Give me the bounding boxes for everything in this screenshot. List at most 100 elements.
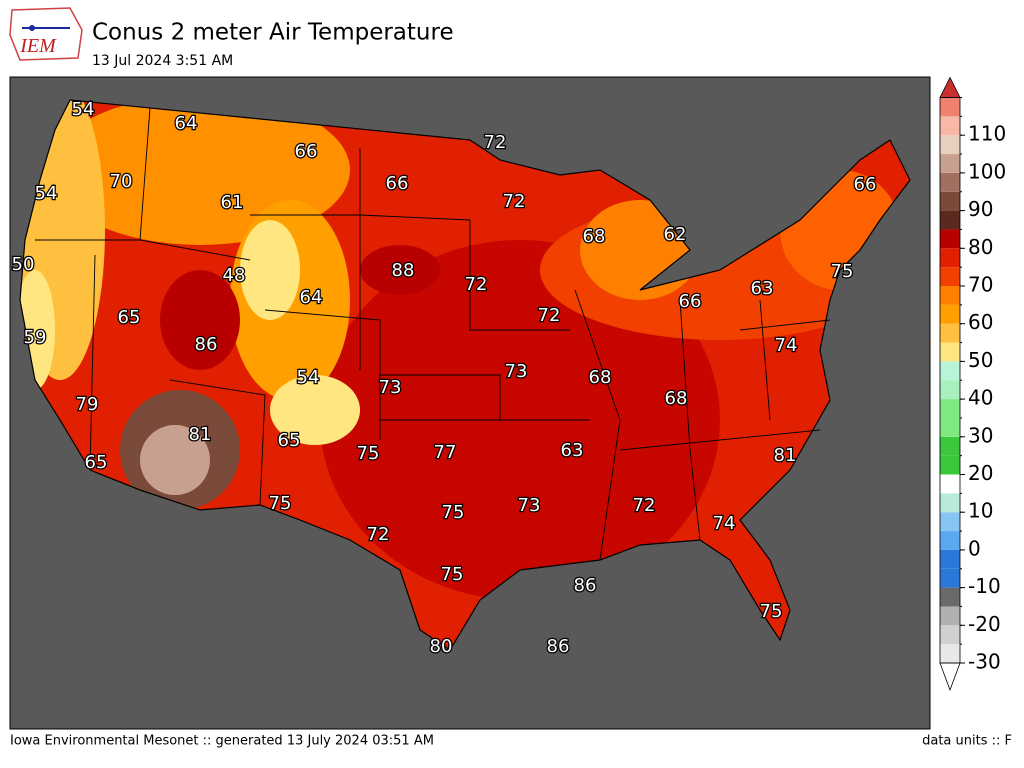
station-value: 73: [505, 361, 528, 382]
colorbar-band: [940, 248, 960, 268]
station-value: 63: [751, 278, 774, 299]
colorbar-tick-label: -30: [968, 650, 1001, 674]
station-value: 54: [72, 99, 95, 120]
station-value: 75: [831, 261, 854, 282]
station-value: 74: [775, 335, 798, 356]
station-value: 72: [484, 132, 507, 153]
colorbar-band: [940, 323, 960, 343]
station-value: 75: [442, 502, 465, 523]
station-value: 81: [774, 445, 797, 466]
station-value: 79: [76, 394, 99, 415]
station-value: 68: [583, 226, 606, 247]
colorbar-tick-label: 80: [968, 235, 993, 259]
logo: IEM: [9, 7, 83, 61]
station-labels: 54 64 72 66 66 70 54 61 72 68 62 66 50 88 48 64 72 75 63 66…: [10, 98, 877, 659]
colorbar-band: [940, 116, 960, 136]
colorbar-band: [940, 512, 960, 532]
colorbar-band: [940, 135, 960, 155]
station-value: 66: [679, 291, 702, 312]
colorbar-band: [940, 549, 960, 569]
colorbar-band: [940, 606, 960, 626]
station-value: 65: [278, 430, 301, 451]
station-value: 64: [175, 113, 198, 134]
colorbar-tick-label: 100: [968, 159, 1006, 183]
station-value: 48: [223, 265, 246, 286]
colorbar-band: [940, 361, 960, 381]
colorbar-band: [940, 399, 960, 418]
station-value: 66: [295, 141, 318, 162]
station-value: 68: [589, 367, 612, 388]
colorbar-tick-label: -10: [968, 574, 1001, 598]
colorbar-tick-label: 10: [968, 499, 993, 523]
country-outline: [19, 99, 911, 651]
subtitle: 13 Jul 2024 3:51 AM: [92, 53, 233, 69]
station-value: 80: [430, 636, 453, 657]
station-value: 72: [367, 524, 390, 545]
colorbar-tick-label: 0: [968, 536, 981, 560]
station-value: 73: [379, 377, 402, 398]
footer-left: Iowa Environmental Mesonet :: generated …: [10, 734, 434, 749]
state-lines: [35, 107, 831, 561]
station-value: 70: [110, 171, 133, 192]
station-value: 54: [297, 367, 320, 388]
station-value: 86: [547, 636, 570, 657]
colorbar-tick-label: 30: [968, 423, 993, 447]
colorbar-band: [940, 267, 960, 286]
station-value: 75: [441, 564, 464, 585]
colorbar-band: [940, 380, 960, 400]
logo-text: IEM: [19, 35, 57, 57]
station-value: 66: [386, 173, 409, 194]
station-value: 68: [665, 388, 688, 409]
colorbar-band: [940, 229, 960, 249]
colorbar-band: [940, 625, 960, 645]
station-value: 81: [189, 424, 212, 445]
station-value: 86: [574, 575, 597, 596]
colorbar-band: [940, 493, 960, 513]
colorbar-band: [940, 587, 960, 607]
colorbar-tick-label: -20: [968, 612, 1001, 636]
colorbar-band: [940, 191, 960, 211]
station-value: 61: [221, 192, 244, 213]
station-value: 59: [24, 327, 47, 348]
station-value: 65: [118, 307, 141, 328]
station-value: 63: [561, 440, 584, 461]
colorbar-band: [940, 568, 960, 588]
station-value: 72: [503, 191, 526, 212]
colorbar-band: [940, 97, 960, 117]
station-value: 75: [357, 443, 380, 464]
station-value: 75: [269, 493, 292, 514]
colorbar-band: [940, 531, 960, 550]
colorbar-under: [939, 662, 961, 692]
colorbar-over: [939, 76, 961, 98]
colorbar-band: [940, 417, 960, 437]
station-value: 77: [434, 442, 457, 463]
colorbar-tick-label: 50: [968, 348, 993, 372]
station-value: 86: [195, 334, 218, 355]
colorbar-band: [940, 474, 960, 494]
colorbar-band: [940, 154, 960, 173]
colorbar-band: [940, 342, 960, 362]
station-value: 66: [854, 174, 877, 195]
station-value: 74: [713, 513, 736, 534]
station-value: 75: [760, 601, 783, 622]
colorbar-tick-label: 70: [968, 273, 993, 297]
station-value: 73: [518, 495, 541, 516]
title: Conus 2 meter Air Temperature: [92, 20, 454, 46]
station-value: 72: [465, 274, 488, 295]
station-value: 62: [664, 224, 687, 245]
station-value: 54: [35, 183, 58, 204]
colorbar-band: [940, 172, 960, 192]
colorbar-tick-label: 60: [968, 310, 993, 334]
colorbar-tick-label: 20: [968, 461, 993, 485]
colorbar-band: [940, 455, 960, 475]
colorbar-band: [940, 436, 960, 456]
station-value: 65: [85, 452, 108, 473]
colorbar: -30 -20 -10 0 10 20 30 40 50 60 70 80 90 100 110: [939, 76, 1006, 692]
colorbar-band: [940, 286, 960, 305]
station-value: 72: [538, 305, 561, 326]
colorbar-tick-label: 90: [968, 197, 993, 221]
station-value: 50: [12, 254, 35, 275]
colorbar-band: [940, 210, 960, 230]
